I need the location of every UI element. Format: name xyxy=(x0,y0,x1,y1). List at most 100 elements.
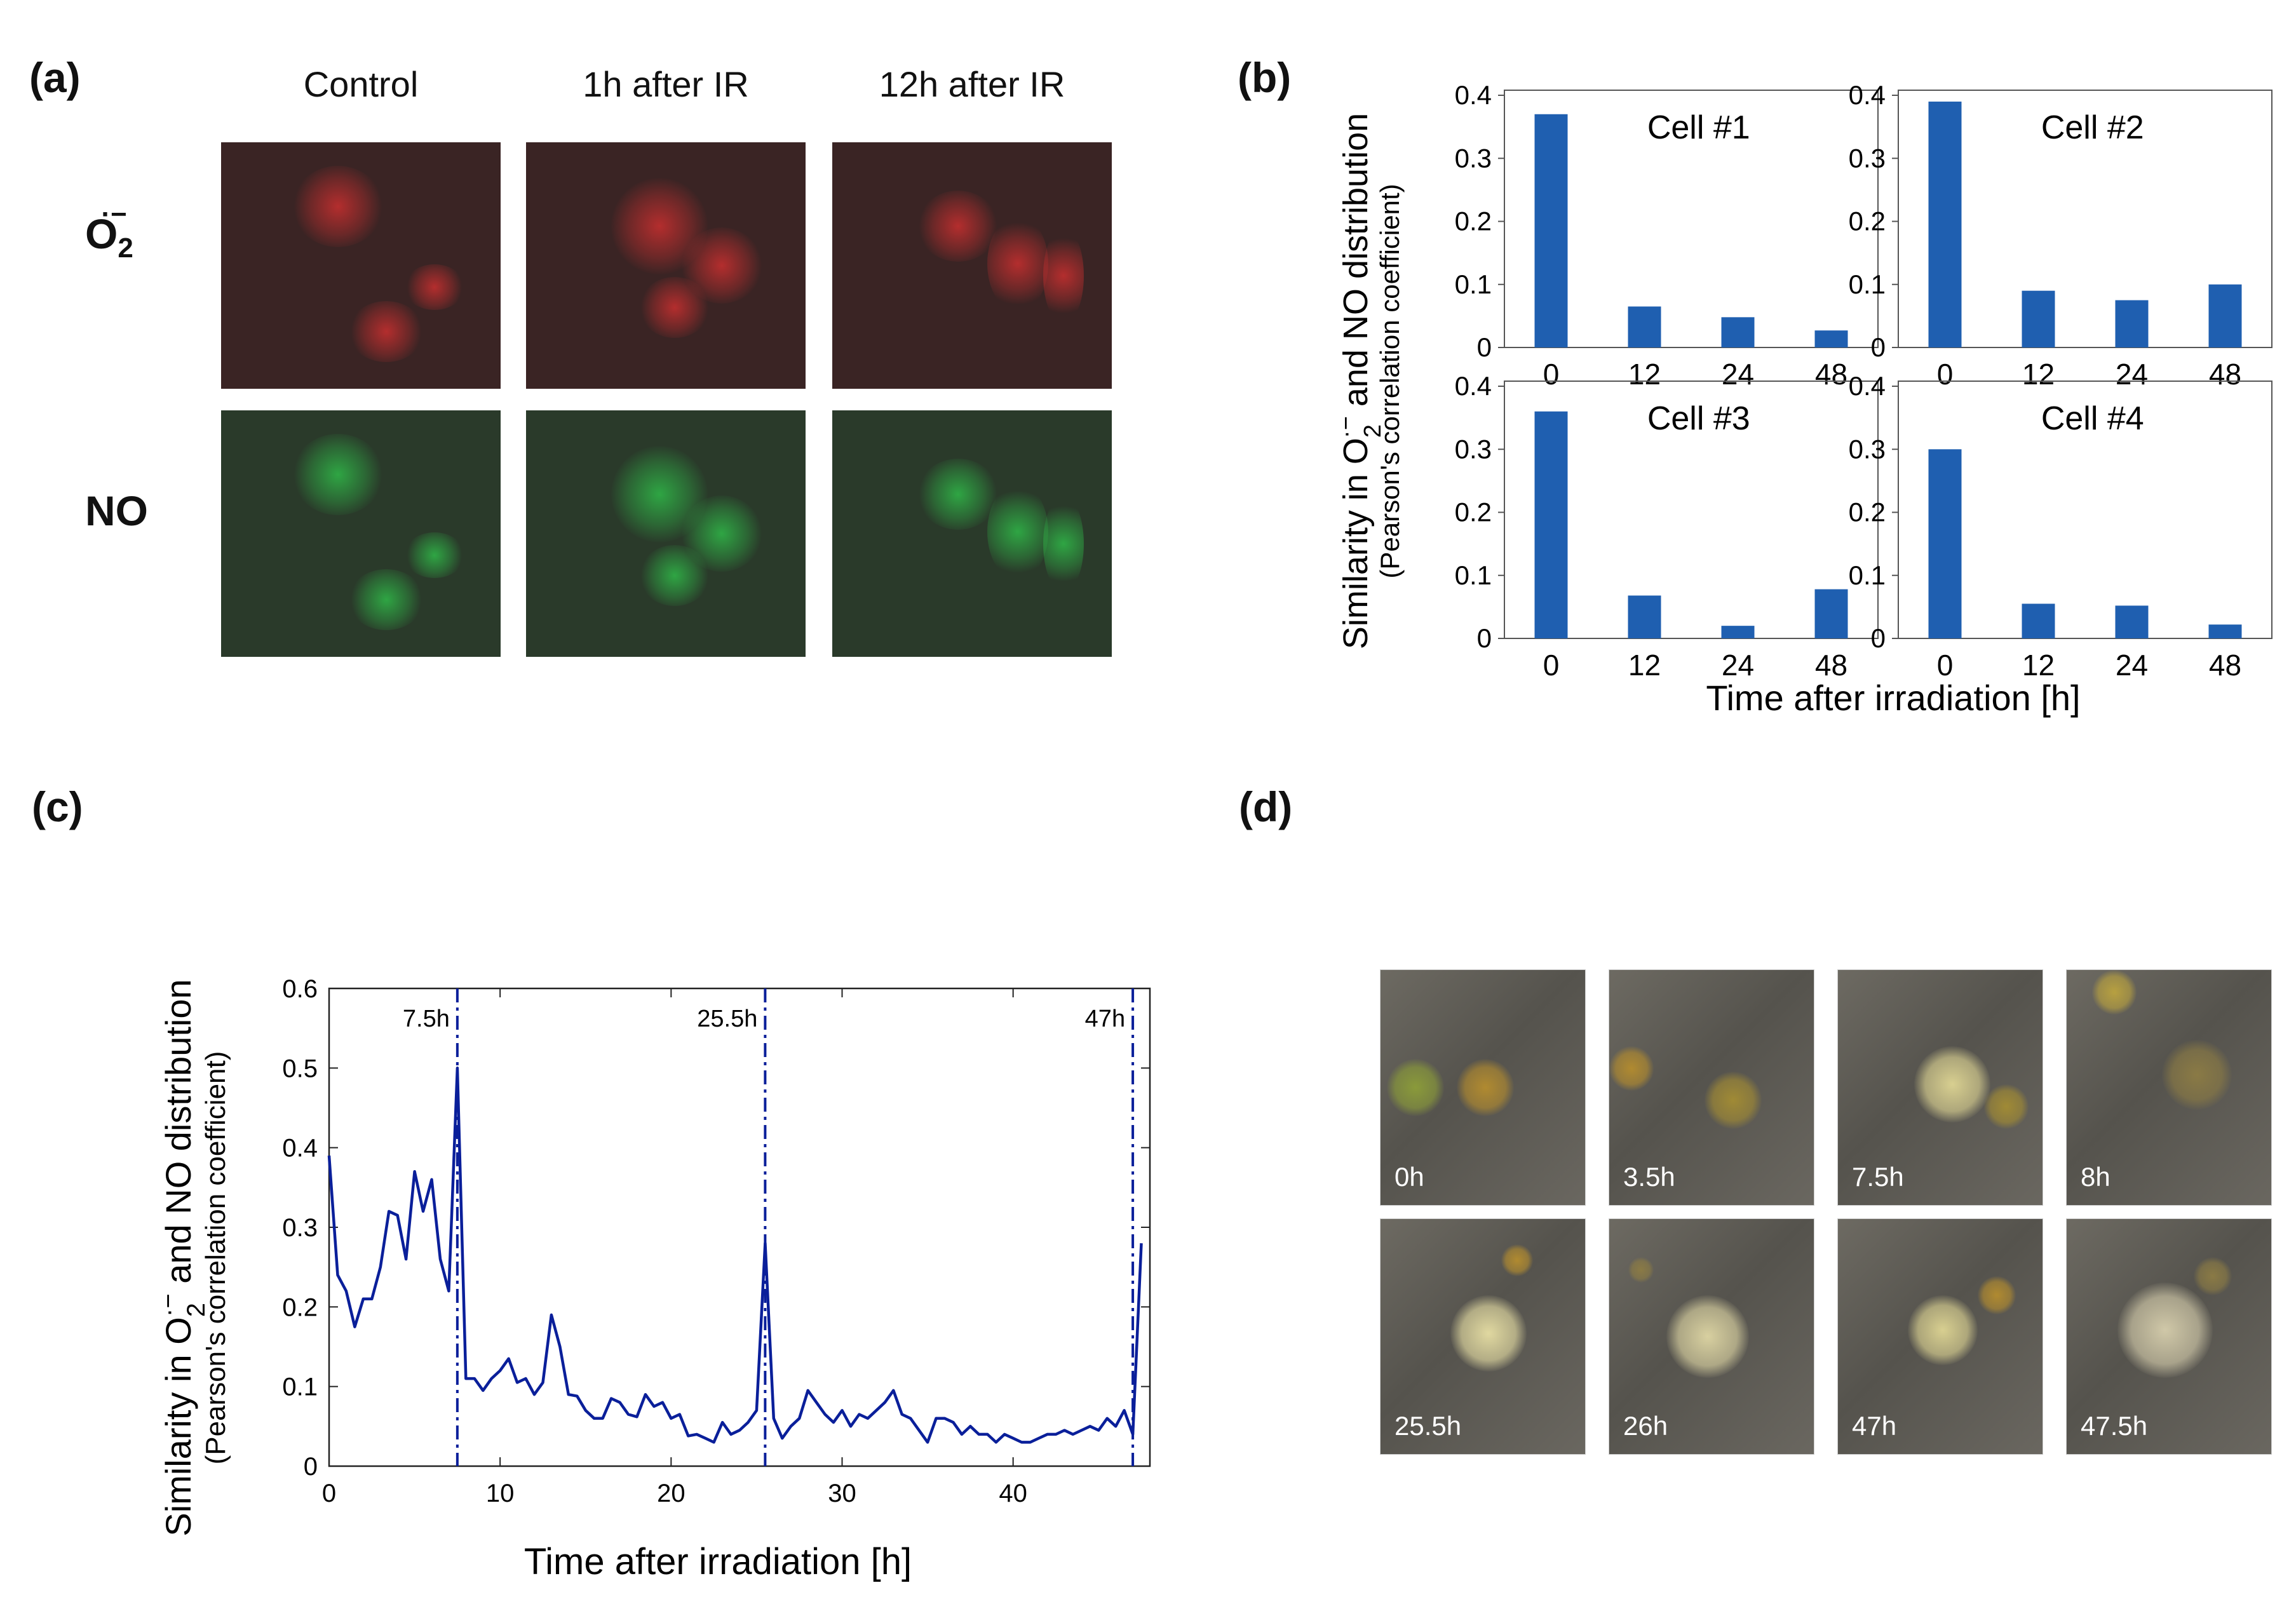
timelapse-frame-label: 47.5h xyxy=(2081,1411,2148,1441)
bar xyxy=(1721,317,1755,347)
y-tick-label: 0.1 xyxy=(1849,269,1886,299)
bar xyxy=(1628,595,1661,638)
x-tick-label: 0 xyxy=(322,1479,336,1507)
x-tick-label: 48 xyxy=(2209,358,2241,391)
timelapse-frame: 25.5h xyxy=(1380,1218,1586,1455)
y-tick-label: 0.3 xyxy=(1455,434,1492,464)
bar xyxy=(2115,300,2149,347)
mitosis-marker-label: 25.5h xyxy=(697,1006,757,1032)
bar xyxy=(1928,449,1962,638)
x-tick-label: 0 xyxy=(1937,358,1954,391)
y-tick-label: 0.1 xyxy=(282,1373,318,1401)
correlation-series-line xyxy=(327,1067,1143,1444)
timelapse-frame-label: 25.5h xyxy=(1394,1411,1462,1441)
plot-frame xyxy=(1504,90,1879,348)
row-header-superoxide: O2 ·− xyxy=(85,199,133,264)
superoxide-micrograph-1 xyxy=(221,142,501,389)
timelapse-frame-label: 7.5h xyxy=(1852,1162,1904,1192)
y-tick-label: 0.2 xyxy=(1849,497,1886,527)
panel-c-ylabel-2: (Pearson's correlation coefficient) xyxy=(200,1051,231,1465)
x-tick-label: 24 xyxy=(1722,358,1754,391)
y-tick-label: 0.3 xyxy=(1849,434,1886,464)
y-tick-label: 0.4 xyxy=(1455,371,1492,401)
bar-chart-cell-2: 0 0.1 0.2 0.3 0.4 0 12 24 48 Cell #2 xyxy=(1849,80,2272,391)
bar xyxy=(1534,411,1568,638)
bar-chart-cell-4: 0 0.1 0.2 0.3 0.4 0 12 24 48 Cell #4 xyxy=(1849,371,2272,682)
panel-a-label: (a) xyxy=(29,54,81,101)
y-tick-label: 0.3 xyxy=(1849,143,1886,173)
timelapse-frame: 47.5h xyxy=(2066,1218,2272,1455)
panel-b-ylabel: Similarity in O2·− and NO distribution xyxy=(1333,113,1386,649)
x-tick-label: 12 xyxy=(2022,358,2055,391)
timelapse-frame-label: 8h xyxy=(2081,1162,2110,1192)
panel-b-xlabel: Time after irradiation [h] xyxy=(1706,678,2080,718)
y-tick-label: 0.4 xyxy=(1849,371,1886,401)
bar xyxy=(2208,624,2242,638)
y-tick-label: 0 xyxy=(1871,332,1886,362)
mitosis-marker-label: 7.5h xyxy=(403,1006,450,1032)
x-tick-label: 12 xyxy=(2022,649,2055,682)
y-tick-label: 0.4 xyxy=(1455,80,1492,110)
panel-c-xlabel: Time after irradiation [h] xyxy=(524,1541,912,1582)
y-tick-label: 0 xyxy=(1477,332,1492,362)
y-tick-label: 0.2 xyxy=(282,1293,318,1321)
x-tick-label: 48 xyxy=(2209,649,2241,682)
panel-b-ylabel-2: (Pearson's correlation coefficient) xyxy=(1375,184,1405,578)
bar xyxy=(2208,284,2242,347)
timelapse-frame: 7.5h xyxy=(1837,969,2043,1206)
y-tick-label: 0.4 xyxy=(282,1135,318,1162)
no-micrograph-2 xyxy=(526,410,806,657)
timelapse-frame: 3.5h xyxy=(1609,969,1814,1206)
x-tick-label: 24 xyxy=(2116,649,2148,682)
panel-c-ylabel: Similarity in O2·− and NO distribution xyxy=(154,979,210,1536)
superoxide-micrograph-2 xyxy=(526,142,806,389)
y-tick-label: 0.2 xyxy=(1455,206,1492,236)
superoxide-micrograph-3 xyxy=(832,142,1112,389)
chart-title: Cell #4 xyxy=(2041,400,2144,437)
row-header-no: NO xyxy=(85,487,148,534)
bar xyxy=(2022,603,2055,638)
y-tick-label: 0.3 xyxy=(282,1214,318,1242)
timelapse-frame-label: 0h xyxy=(1394,1162,1424,1192)
bar xyxy=(1814,330,1848,347)
x-tick-label: 0 xyxy=(1937,649,1954,682)
plot-frame xyxy=(1898,381,2272,639)
x-tick-label: 12 xyxy=(1628,649,1661,682)
chart-title: Cell #1 xyxy=(1647,109,1750,146)
bar xyxy=(1814,589,1848,638)
no-micrograph-1 xyxy=(221,410,501,657)
y-tick-label: 0.2 xyxy=(1455,497,1492,527)
x-tick-label: 40 xyxy=(999,1479,1027,1507)
timelapse-frame-label: 47h xyxy=(1852,1411,1897,1441)
plot-frame xyxy=(1898,90,2272,348)
bar xyxy=(1721,626,1755,638)
timelapse-frame-label: 26h xyxy=(1623,1411,1668,1441)
column-header-1h: 1h after IR xyxy=(583,64,749,104)
bar xyxy=(2022,290,2055,347)
y-tick-label: 0.6 xyxy=(282,975,318,1003)
y-tick-label: 0.1 xyxy=(1455,269,1492,299)
column-header-control: Control xyxy=(303,64,419,104)
y-tick-label: 0 xyxy=(304,1453,318,1481)
y-tick-label: 0.4 xyxy=(1849,80,1886,110)
panel-c-line-chart: 0 0.1 0.2 0.3 0.4 0.5 0.6 0 10 20 30 40 7.5h 25.5h 47h… xyxy=(154,975,1151,1582)
bar xyxy=(1534,114,1568,347)
panel-d-label: (d) xyxy=(1239,783,1293,830)
bar xyxy=(1628,306,1661,347)
timelapse-frame-label: 3.5h xyxy=(1623,1162,1675,1192)
y-tick-label: 0 xyxy=(1871,623,1886,653)
x-tick-label: 0 xyxy=(1543,358,1560,391)
x-tick-label: 20 xyxy=(657,1479,685,1507)
bar xyxy=(1928,101,1962,348)
bar-chart-cell-3: 0 0.1 0.2 0.3 0.4 0 12 24 48 Cell #3 xyxy=(1455,371,1879,682)
x-tick-label: 10 xyxy=(486,1479,515,1507)
timelapse-frame: 47h xyxy=(1837,1218,2043,1455)
y-tick-label: 0.1 xyxy=(1455,560,1492,590)
y-tick-label: 0.5 xyxy=(282,1055,318,1082)
x-tick-label: 0 xyxy=(1543,649,1560,682)
x-tick-label: 48 xyxy=(1815,358,1847,391)
y-tick-label: 0.3 xyxy=(1455,143,1492,173)
timelapse-frame: 26h xyxy=(1609,1218,1814,1455)
chart-title: Cell #3 xyxy=(1647,400,1750,437)
bar xyxy=(2115,605,2149,638)
